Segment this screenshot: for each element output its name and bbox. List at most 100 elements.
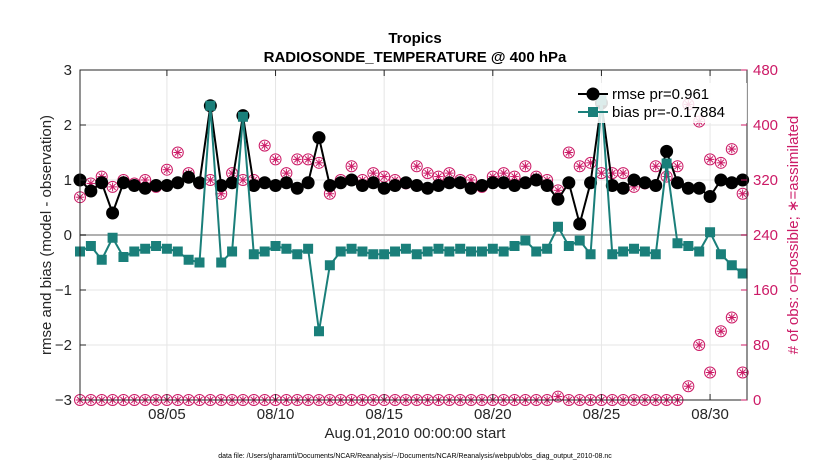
footnote: data file: /Users/gharamti/Documents/NCA… (218, 453, 612, 460)
rmse-point (627, 173, 641, 187)
y-right-tick-label: 80 (753, 337, 770, 354)
bias-point (368, 249, 379, 260)
obs-possible-point (421, 167, 434, 180)
bias-point (563, 241, 574, 251)
obs-possible-point (725, 143, 738, 156)
rmse-point (714, 173, 728, 187)
obs-possible-point (378, 170, 391, 183)
y-left-tick-label: −2 (55, 337, 72, 354)
y-right-tick-label: 160 (753, 282, 778, 299)
bias-point (639, 246, 650, 257)
rmse-point (192, 176, 206, 190)
rmse-point (258, 176, 272, 190)
bias-point (466, 246, 477, 257)
rmse-point (366, 176, 380, 190)
obs-possible-point (345, 160, 358, 173)
obs-possible-point (160, 163, 173, 176)
rmse-point (518, 176, 532, 190)
y-left-tick-label: 3 (64, 62, 72, 79)
rmse-point (345, 173, 359, 187)
obs-possible-point (258, 139, 271, 152)
rmse-point (355, 179, 369, 192)
chart-title: Tropics (388, 30, 441, 47)
rmse-point (660, 144, 674, 158)
bias-point (531, 246, 542, 257)
obs-possible-point (660, 170, 673, 183)
bias-point (118, 252, 129, 262)
bias-point (650, 249, 661, 260)
rmse-point (475, 179, 489, 192)
bias-point (542, 243, 553, 254)
y-left-tick-label: −3 (55, 392, 72, 409)
bias-point (357, 246, 368, 257)
obs-possible-point (139, 174, 152, 186)
bias-point (237, 111, 248, 122)
rmse-point (106, 206, 120, 220)
bias-point (259, 246, 270, 257)
rmse-point (323, 179, 337, 192)
bias-point (705, 227, 716, 238)
y-left-tick-label: −1 (55, 282, 72, 299)
obs-possible-point (704, 153, 717, 166)
rmse-point (95, 176, 109, 190)
bias-point (661, 158, 672, 169)
x-tick-label: 08/20 (474, 406, 512, 423)
obs-possible-point (714, 156, 727, 169)
bias-point (444, 246, 455, 257)
y-right-tick-label: 480 (753, 62, 778, 79)
bias-point (379, 249, 390, 260)
bias-point (313, 326, 324, 337)
rmse-point (649, 179, 663, 192)
rmse-point (497, 176, 511, 190)
rmse-point (149, 179, 163, 192)
rmse-point (725, 176, 739, 190)
bias-point (96, 254, 107, 265)
bias-point (433, 243, 444, 254)
rmse-point (703, 190, 717, 203)
x-tick-label: 08/05 (148, 406, 186, 423)
rmse-point (551, 192, 565, 206)
bias-point (737, 268, 748, 279)
rmse-point (171, 176, 185, 190)
bias-point (520, 235, 531, 246)
y-axis-label-left: rmse and bias (model - observation) (38, 115, 55, 355)
x-tick-label: 08/15 (365, 406, 403, 423)
obs-assimilated-point (714, 325, 727, 338)
legend-rmse-label: rmse pr=0.961 (612, 86, 709, 103)
bias-point (107, 232, 118, 243)
obs-possible-point (617, 167, 630, 180)
obs-assimilated-point (551, 390, 564, 403)
obs-possible-point (562, 146, 575, 159)
axes: 08/05 08/10 08/15 08/20 08/25 08/30 −3 −2 −1 0 1 2 3… (55, 62, 778, 423)
bias-point (411, 249, 422, 260)
bias-point (85, 241, 96, 251)
rmse-point (573, 217, 587, 231)
rmse-point (464, 181, 478, 195)
bias-point (498, 246, 509, 257)
rmse-point (269, 179, 283, 192)
obs-assimilated-point (725, 311, 738, 324)
obs-possible-point (269, 153, 282, 166)
bias-point (281, 243, 292, 254)
rmse-point (486, 176, 500, 190)
rmse-point (508, 179, 522, 192)
bias-point (476, 246, 487, 257)
rmse-point (138, 181, 152, 195)
rmse-point (421, 181, 435, 195)
bias-point (552, 221, 563, 232)
x-tick-label: 08/30 (691, 406, 729, 423)
bias-point (574, 235, 585, 246)
x-axis-label: Aug.01,2010 00:00:00 start (325, 425, 507, 442)
y-right-tick-label: 0 (753, 392, 761, 409)
bias-point (248, 249, 259, 260)
bias-point (161, 243, 172, 254)
y-axis-label-right: # of obs: o=possible; ∗=assimilated (785, 116, 802, 355)
obs-possible-point (736, 187, 749, 200)
bias-point (216, 257, 227, 268)
obs-possible-point (519, 160, 532, 173)
bias-point (194, 257, 205, 268)
x-tick-label: 08/10 (257, 406, 295, 423)
bias-point (303, 243, 314, 254)
bias-point (335, 246, 346, 257)
bias-point (487, 243, 498, 254)
